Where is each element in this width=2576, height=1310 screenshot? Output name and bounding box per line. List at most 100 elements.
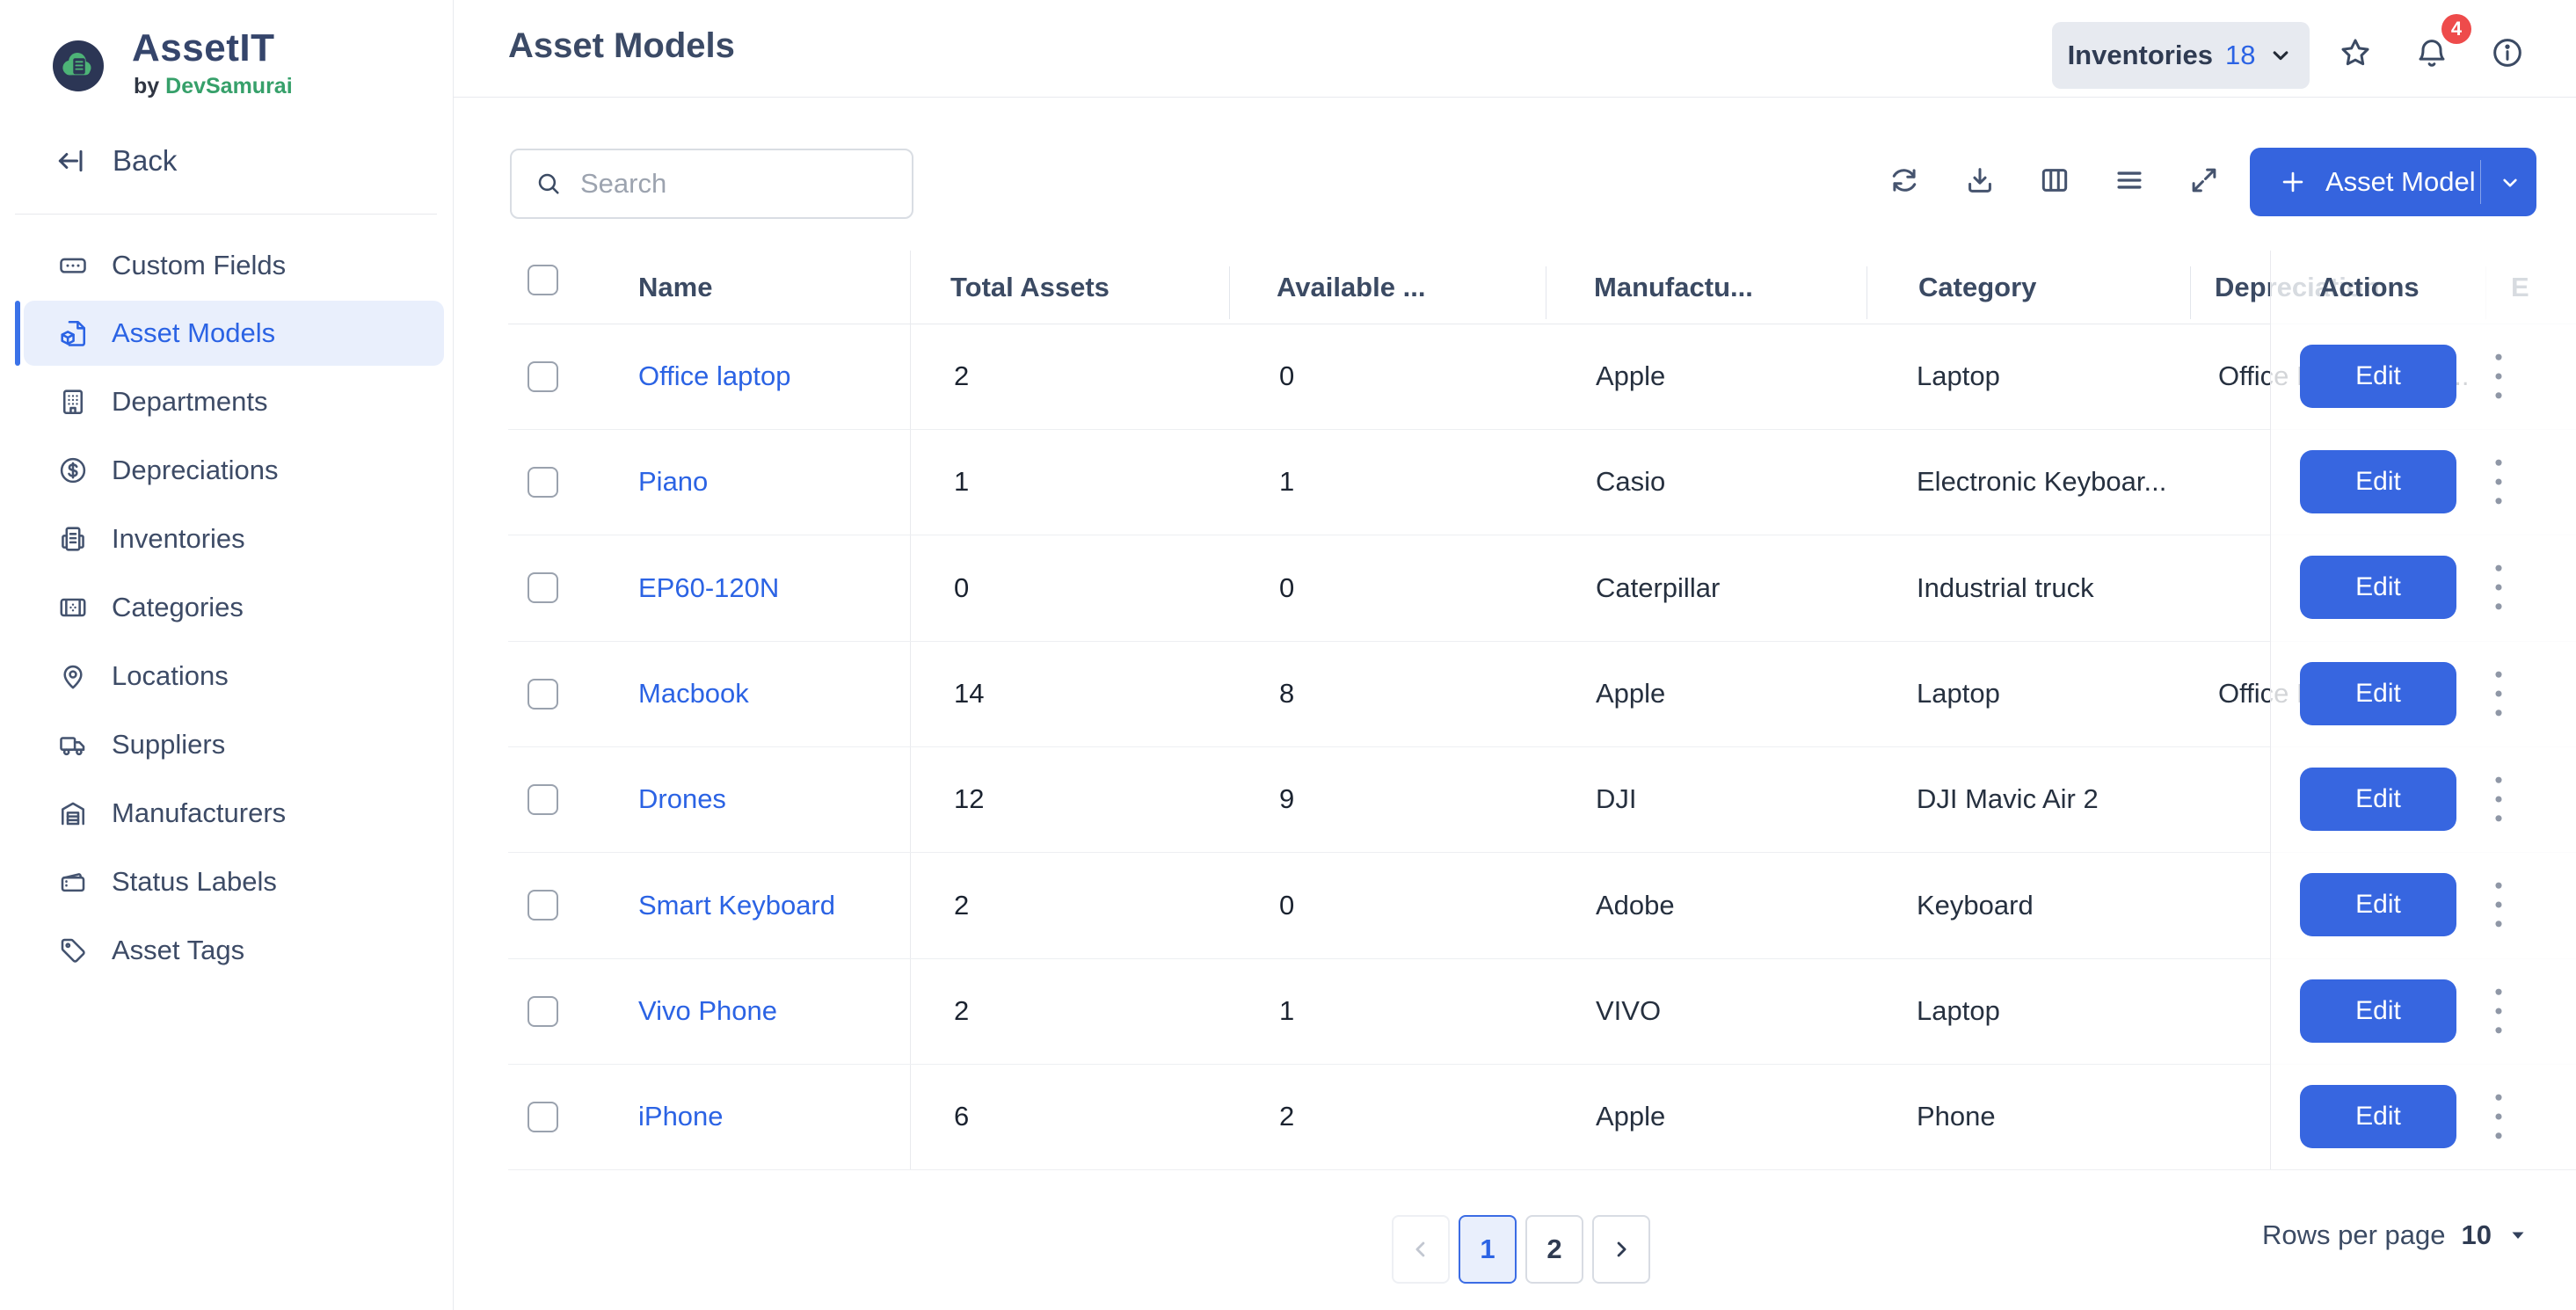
column-separator: [1229, 266, 1230, 319]
row-divider: [508, 641, 2576, 642]
sidebar-item-label: Status Labels: [112, 866, 277, 897]
row-checkbox[interactable]: [528, 1101, 558, 1132]
row-density-icon[interactable]: [2113, 164, 2146, 197]
inventories-icon: [57, 523, 89, 555]
row-checkbox[interactable]: [528, 890, 558, 921]
asset-model-name-link[interactable]: Macbook: [638, 678, 749, 709]
table-row: Office laptop 2 0 Apple Laptop Office La…: [508, 324, 2576, 429]
asset-model-name-link[interactable]: Drones: [638, 783, 726, 814]
column-header-manufacturer[interactable]: Manufactu...: [1594, 271, 1753, 302]
column-header-total-assets[interactable]: Total Assets: [950, 271, 1110, 302]
row-checkbox[interactable]: [528, 783, 558, 815]
asset-model-name-link[interactable]: Piano: [638, 466, 709, 497]
pagination-next-button[interactable]: [1592, 1215, 1650, 1284]
edit-button[interactable]: Edit: [2300, 450, 2456, 513]
asset-model-name-link[interactable]: iPhone: [638, 1101, 724, 1132]
edit-button[interactable]: Edit: [2300, 1085, 2456, 1148]
row-checkbox[interactable]: [528, 995, 558, 1027]
assetit-logo-icon: [53, 40, 104, 91]
edit-button[interactable]: Edit: [2300, 556, 2456, 619]
column-header-available[interactable]: Available ...: [1277, 271, 1426, 302]
table-row: Vivo Phone 2 1 VIVO Laptop: [508, 958, 2576, 1064]
edit-button[interactable]: Edit: [2300, 768, 2456, 831]
row-menu-kebab-icon[interactable]: [2485, 641, 2512, 746]
byline-prefix: by: [134, 74, 160, 98]
sidebar-item-label: Locations: [112, 660, 229, 691]
notifications-bell-icon[interactable]: [2414, 35, 2449, 70]
cell-category: Laptop: [1917, 360, 2000, 391]
row-checkbox[interactable]: [528, 678, 558, 710]
columns-icon[interactable]: [2038, 164, 2071, 197]
fullscreen-expand-icon[interactable]: [2187, 164, 2221, 197]
edit-button[interactable]: Edit: [2300, 979, 2456, 1043]
column-header-name[interactable]: Name: [638, 271, 713, 302]
cell-category: Electronic Keyboar...: [1917, 466, 2167, 497]
row-actions: Edit: [2271, 852, 2576, 957]
column-header-actions: Actions: [2319, 271, 2420, 302]
sidebar-item-suppliers[interactable]: Suppliers: [24, 712, 444, 777]
sidebar-item-custom-fields[interactable]: Custom Fields: [24, 233, 444, 298]
cell-available: 0: [1279, 360, 1295, 391]
cell-manufacturer: VIVO: [1596, 995, 1662, 1026]
cell-category: Industrial truck: [1917, 571, 2094, 603]
row-checkbox[interactable]: [528, 572, 558, 603]
cell-available: 1: [1279, 466, 1295, 497]
asset-model-name-link[interactable]: EP60-120N: [638, 571, 780, 603]
sidebar-item-depreciations[interactable]: Depreciations: [24, 438, 444, 503]
favorite-star-icon[interactable]: [2338, 35, 2373, 70]
pagination-page-1[interactable]: 1: [1459, 1215, 1517, 1284]
sidebar-item-categories[interactable]: Categories: [24, 575, 444, 640]
cell-total-assets: 14: [954, 678, 985, 709]
pagination-page-2[interactable]: 2: [1525, 1215, 1583, 1284]
edit-button[interactable]: Edit: [2300, 662, 2456, 725]
row-menu-kebab-icon[interactable]: [2485, 429, 2512, 535]
row-checkbox[interactable]: [528, 466, 558, 498]
sidebar-item-asset-models[interactable]: Asset Models: [24, 301, 444, 366]
cell-total-assets: 6: [954, 1101, 970, 1132]
name-column-border: [910, 251, 911, 1169]
asset-model-name-link[interactable]: Office laptop: [638, 360, 791, 391]
row-menu-kebab-icon[interactable]: [2485, 958, 2512, 1064]
sidebar-item-label: Categories: [112, 592, 244, 622]
cell-available: 9: [1279, 783, 1295, 814]
row-menu-kebab-icon[interactable]: [2485, 1064, 2512, 1169]
info-icon[interactable]: [2490, 35, 2525, 70]
workspace-switcher[interactable]: Inventories 18: [2052, 22, 2310, 89]
table-row: Drones 12 9 DJI DJI Mavic Air 2: [508, 746, 2576, 852]
table-row: Smart Keyboard 2 0 Adobe Keyboard: [508, 852, 2576, 958]
sidebar-item-asset-tags[interactable]: Asset Tags: [24, 918, 444, 983]
sidebar-item-status-labels[interactable]: Status Labels: [24, 849, 444, 914]
row-actions: Edit: [2271, 746, 2576, 852]
cell-category: DJI Mavic Air 2: [1917, 783, 2099, 814]
notification-badge: 4: [2441, 14, 2471, 44]
column-header-category[interactable]: Category: [1918, 271, 2037, 302]
add-asset-model-button[interactable]: Asset Model: [2250, 148, 2536, 216]
search-input[interactable]: [579, 167, 881, 200]
pagination-prev-button[interactable]: [1392, 1215, 1450, 1284]
cell-manufacturer: Caterpillar: [1596, 571, 1721, 603]
asset-model-name-link[interactable]: Vivo Phone: [638, 995, 777, 1026]
sidebar-item-manufacturers[interactable]: Manufacturers: [24, 781, 444, 846]
refresh-icon[interactable]: [1888, 164, 1921, 197]
row-menu-kebab-icon[interactable]: [2485, 324, 2512, 429]
row-menu-kebab-icon[interactable]: [2485, 535, 2512, 640]
row-divider: [508, 852, 2576, 853]
rows-per-page-selector[interactable]: Rows per page 10: [2262, 1215, 2529, 1255]
row-menu-kebab-icon[interactable]: [2485, 852, 2512, 957]
cell-manufacturer: Casio: [1596, 466, 1666, 497]
sidebar-item-inventories[interactable]: Inventories: [24, 506, 444, 571]
cell-category: Keyboard: [1917, 889, 2034, 921]
sidebar-item-locations[interactable]: Locations: [24, 644, 444, 709]
sidebar-item-departments[interactable]: Departments: [24, 369, 444, 434]
edit-button[interactable]: Edit: [2300, 345, 2456, 408]
edit-button[interactable]: Edit: [2300, 873, 2456, 936]
back-button[interactable]: Back: [53, 141, 177, 181]
add-dropdown-chevron-icon[interactable]: [2498, 171, 2522, 195]
asset-model-name-link[interactable]: Smart Keyboard: [638, 889, 835, 921]
select-all-checkbox[interactable]: [528, 265, 558, 300]
download-icon[interactable]: [1963, 164, 1997, 197]
row-menu-kebab-icon[interactable]: [2485, 746, 2512, 852]
cell-manufacturer: Apple: [1596, 360, 1666, 391]
sidebar-item-label: Asset Models: [112, 317, 276, 348]
row-checkbox[interactable]: [528, 360, 558, 392]
